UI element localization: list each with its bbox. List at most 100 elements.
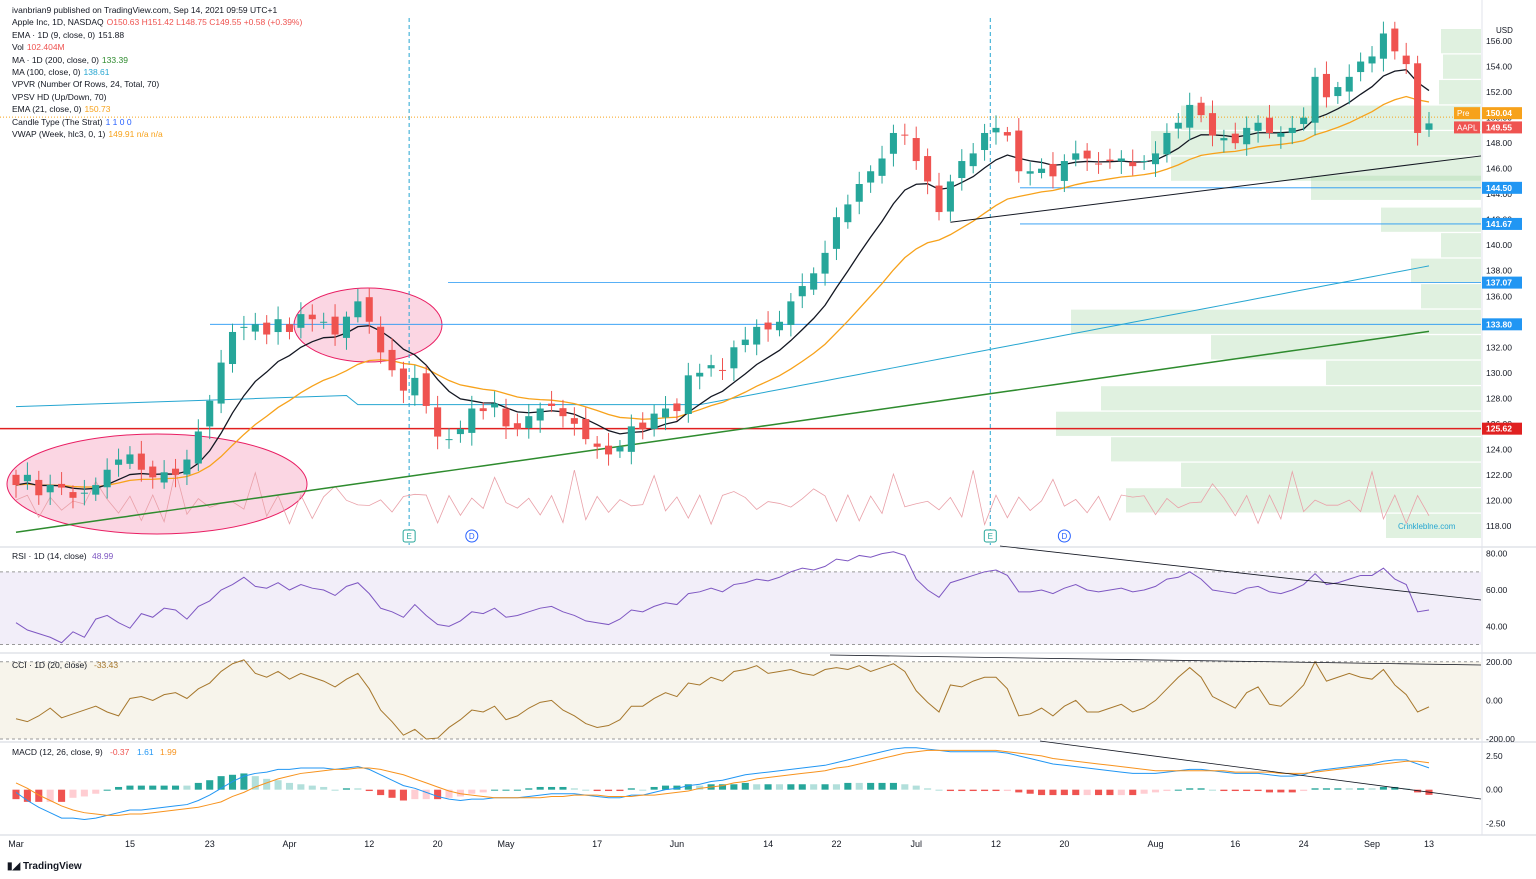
candle-body: [1220, 138, 1228, 141]
macd-histogram-bar: [1072, 789, 1080, 796]
candle: [58, 472, 66, 496]
candle-body: [912, 138, 920, 162]
candle-body: [616, 446, 624, 452]
candle-body: [730, 347, 738, 369]
macd-histogram-bar: [422, 789, 430, 800]
candle: [399, 361, 407, 404]
candle: [35, 470, 43, 505]
candle: [1026, 162, 1034, 186]
candle: [832, 207, 840, 261]
macd-histogram-bar: [775, 784, 784, 790]
price-label-box: [1482, 217, 1522, 230]
candle: [240, 315, 248, 341]
candle: [605, 432, 613, 466]
candle-body: [832, 217, 840, 249]
cci-title: CCI · 1D (20, close): [12, 660, 87, 670]
candle-body: [399, 368, 407, 391]
candle: [1402, 42, 1410, 75]
price-tick-label: 120.00: [1486, 495, 1512, 505]
macd-histogram-bar: [1208, 789, 1217, 791]
candle-body: [1186, 104, 1194, 128]
candle-body: [639, 422, 647, 429]
candle: [718, 358, 727, 381]
macd-histogram-bar: [1117, 789, 1125, 796]
candle: [1038, 158, 1046, 179]
candle-body: [206, 400, 214, 427]
candle: [1015, 118, 1023, 183]
cci-tick-label: 200.00: [1486, 657, 1512, 667]
candle-body: [764, 322, 772, 330]
event-marker-label: E: [406, 532, 411, 541]
rsi-tick-label: 40.00: [1486, 621, 1508, 631]
candle-body: [1106, 159, 1114, 162]
macd-histogram-bar: [525, 788, 533, 790]
candle: [194, 419, 202, 472]
macd-histogram-bar: [696, 785, 704, 790]
rsi-title: RSI · 1D (14, close): [12, 551, 87, 561]
candle-body: [1151, 153, 1160, 165]
legend-row[interactable]: Apple Inc, 1D, NASDAQ O150.63 H151.42 L14…: [12, 16, 302, 28]
macd-histogram-bar: [285, 782, 294, 790]
candle-body: [502, 408, 510, 427]
macd-line: [15, 747, 1430, 820]
legend-row[interactable]: Candle Type (The Strat) 1 1 0 0: [12, 116, 302, 128]
legend-row[interactable]: MA (100, close, 0) 138.61: [12, 66, 302, 78]
macd-histogram-bar: [35, 789, 43, 802]
volume-profile-bar: [1171, 156, 1481, 181]
brand-label: TradingView: [22, 861, 82, 872]
candle: [23, 462, 31, 490]
x-tick-label: Apr: [282, 839, 296, 849]
macd-histogram-bar: [58, 789, 66, 802]
candle: [1140, 155, 1148, 170]
candle-body: [171, 468, 180, 475]
macd-histogram-bar: [377, 789, 385, 796]
candle-body: [1243, 127, 1251, 145]
candle-body: [741, 339, 749, 346]
x-tick-label: 20: [1059, 839, 1069, 849]
candle: [582, 407, 590, 445]
candle: [627, 414, 635, 465]
legend-row[interactable]: VPVR (Number Of Rows, 24, Total, 70): [12, 78, 302, 90]
candle-body: [12, 474, 20, 486]
candle-body: [126, 454, 134, 464]
candle-body: [525, 416, 533, 429]
price-tick-label: 146.00: [1486, 164, 1512, 174]
candle: [1379, 21, 1387, 72]
candle: [787, 293, 795, 337]
macd-histogram-bar: [605, 789, 613, 792]
candle: [673, 398, 681, 421]
candle: [684, 362, 692, 423]
support-trendline: [950, 155, 1482, 223]
price-tag-box: [1454, 107, 1480, 120]
candle-body: [388, 349, 396, 371]
macd-histogram-bar: [878, 782, 886, 790]
macd-histogram-bar: [1129, 789, 1137, 796]
macd-hist-value: -0.37: [110, 747, 130, 757]
candle-body: [1117, 158, 1125, 162]
price-tick-label: 144.00: [1486, 189, 1512, 199]
candle: [536, 402, 544, 433]
price-tick-label: 156.00: [1486, 36, 1512, 46]
candle: [935, 172, 943, 221]
legend-row[interactable]: VPSV HD (Up/Down, 70): [12, 91, 302, 103]
candle: [320, 312, 328, 329]
macd-histogram-bar: [297, 784, 305, 790]
candle: [331, 304, 339, 346]
macd-value: 1.61: [137, 747, 154, 757]
candle: [80, 479, 88, 506]
legend-row[interactable]: Vol 102.404M: [12, 41, 302, 53]
legend-row[interactable]: VWAP (Week, hlc3, 0, 1) 149.91 n/a n/a: [12, 128, 302, 140]
macd-histogram-bar: [80, 789, 88, 797]
macd-histogram-bar: [810, 784, 818, 790]
candle: [1049, 152, 1057, 189]
candle: [798, 273, 806, 309]
legend-row[interactable]: EMA (21, close, 0) 150.73: [12, 103, 302, 115]
price-tick-label: 154.00: [1486, 62, 1512, 72]
legend-row[interactable]: EMA · 1D (9, close, 0) 151.88: [12, 29, 302, 41]
candle: [639, 412, 647, 440]
legend-row[interactable]: MA · 1D (200, close, 0) 133.39: [12, 54, 302, 66]
candle-body: [160, 472, 168, 483]
macd-histogram-bar: [513, 789, 521, 791]
candle: [1322, 61, 1330, 108]
